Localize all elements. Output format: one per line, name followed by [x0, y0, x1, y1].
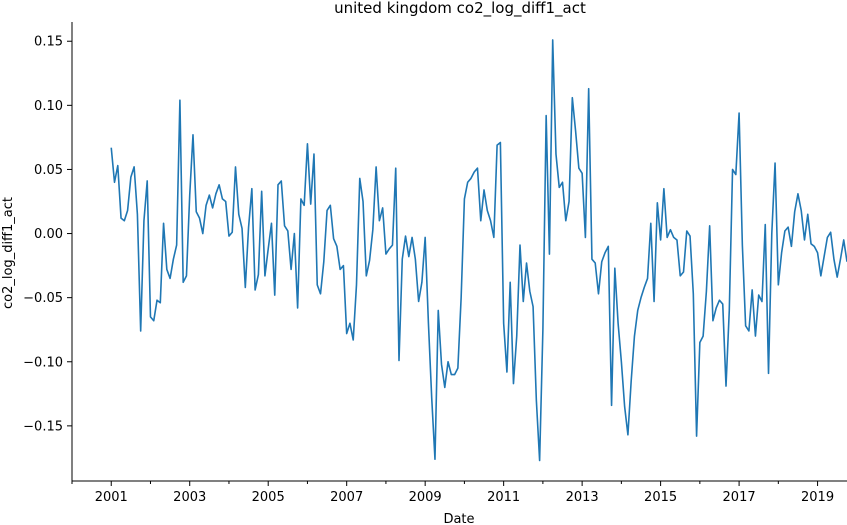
x-axis-label: Date [443, 512, 474, 525]
y-tick-label: −0.15 [23, 419, 63, 434]
x-tick-label: 2019 [801, 490, 834, 505]
x-tick-label: 2017 [723, 490, 756, 505]
y-tick-label: 0.15 [34, 35, 63, 50]
series-line-0 [110, 39, 847, 462]
y-tick-label: −0.05 [23, 291, 63, 306]
y-tick-label: 0.05 [34, 163, 63, 178]
x-tick-label: 2003 [173, 490, 206, 505]
x-tick-label: 2015 [644, 490, 677, 505]
x-tick-label: 2011 [487, 490, 520, 505]
y-tick-label: 0.00 [34, 227, 63, 242]
y-axis: 0.15 0.10 0.05 0.00 −0.05 −0.10 −0.15 [23, 22, 73, 481]
y-tick-label: 0.10 [34, 99, 63, 114]
chart-title: united kingdom co2_log_diff1_act [334, 0, 586, 18]
x-tick-label: 2001 [95, 490, 128, 505]
x-tick-label: 2013 [566, 490, 599, 505]
x-tick-label: 2009 [409, 490, 442, 505]
x-tick-label: 2005 [252, 490, 285, 505]
y-axis-label: co2_log_diff1_act [1, 197, 16, 309]
x-axis: 2001 2003 2005 2007 2009 2011 2013 2015 2017 2019 [71, 480, 847, 505]
x-tick-label: 2007 [330, 490, 363, 505]
y-tick-label: −0.10 [23, 355, 63, 370]
plot-area [110, 39, 847, 462]
